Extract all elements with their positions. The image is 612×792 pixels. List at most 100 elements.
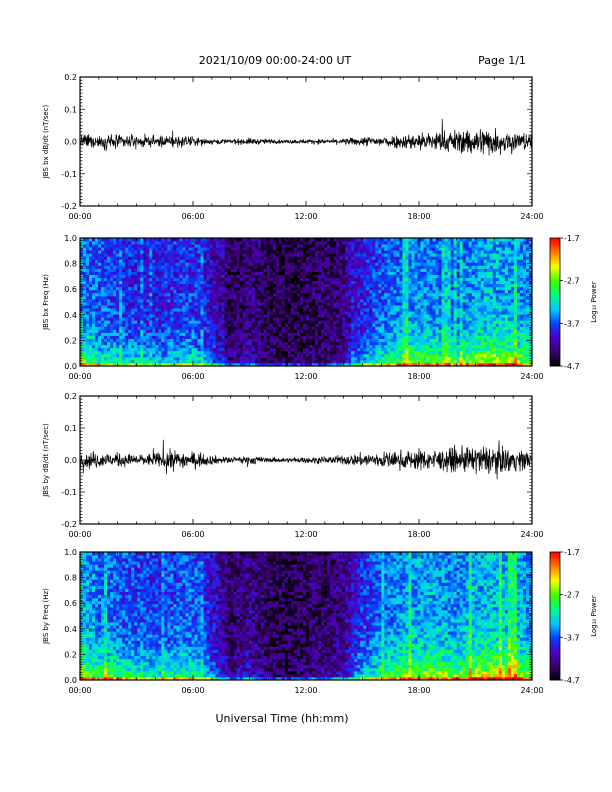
spectrogram-cell — [107, 305, 111, 309]
spectrogram-cell — [92, 262, 96, 266]
spectrogram-cell — [140, 344, 144, 349]
spectrogram-cell — [390, 353, 394, 358]
spectrogram-cell — [257, 353, 262, 358]
spectrogram-cell — [233, 256, 238, 260]
spectrogram-cell — [402, 359, 406, 364]
spectrogram-cell — [266, 250, 271, 254]
spectrogram-cell — [140, 305, 144, 309]
spectrogram-cell — [191, 308, 195, 312]
spectrogram-cell — [83, 265, 87, 269]
spectrogram-cell — [221, 329, 226, 333]
spectrogram-cell — [336, 256, 340, 260]
spectrogram-cell — [284, 335, 289, 339]
spectrogram-cell — [233, 332, 238, 336]
spectrogram-cell — [257, 283, 262, 288]
spectrogram-cell — [137, 247, 141, 251]
spectrogram-cell — [369, 286, 373, 291]
spectrogram-cell — [134, 238, 138, 242]
spectrogram-cell — [275, 289, 280, 294]
spectrogram-cell — [194, 335, 198, 339]
spectrogram-cell — [191, 326, 195, 330]
spectrogram-cell — [83, 335, 87, 339]
spectrogram-cell — [194, 317, 198, 321]
spectrogram-cell — [113, 332, 117, 336]
spectrogram-cell — [414, 302, 418, 306]
spectrogram-cell — [80, 262, 84, 266]
spectrogram-cell — [197, 344, 201, 349]
spectrogram-cell — [393, 277, 397, 282]
spectrogram-cell — [155, 268, 159, 272]
spectrogram-cell — [257, 332, 262, 336]
spectrogram-cell — [393, 286, 397, 291]
spectrogram-cell — [396, 295, 400, 300]
spectrogram-cell — [224, 262, 229, 266]
spectrogram-cell — [227, 329, 232, 333]
spectrogram-cell — [176, 250, 180, 254]
spectrogram-cell — [218, 344, 223, 349]
spectrogram-cell — [191, 329, 195, 333]
spectrogram-cell — [122, 280, 126, 285]
spectrogram-cell — [236, 283, 241, 288]
spectrogram-cell — [203, 356, 207, 361]
spectrogram-cell — [390, 332, 394, 336]
spectrogram-cell — [354, 338, 358, 343]
spectrogram-cell — [176, 326, 180, 330]
spectrogram-cell — [125, 317, 129, 321]
spectrogram-cell — [306, 320, 310, 324]
spectrogram-cell — [107, 268, 111, 272]
spectrogram-cell — [95, 241, 99, 245]
spectrogram-cell — [86, 344, 90, 349]
spectrogram-cell — [191, 262, 195, 266]
spectrogram-cell — [390, 280, 394, 285]
spectrogram-cell — [104, 247, 108, 251]
spectrogram-cell — [245, 292, 250, 297]
spectrogram-cell — [161, 323, 165, 327]
spectrogram-cell — [263, 305, 268, 309]
spectrogram-cell — [194, 253, 198, 257]
spectrogram-cell — [98, 271, 102, 275]
spectrogram-cell — [257, 317, 262, 321]
spectrogram-cell — [405, 295, 409, 300]
spectrogram-cell — [354, 247, 358, 251]
spectrogram-cell — [375, 335, 379, 339]
spectrogram-cell — [363, 238, 367, 242]
spectrogram-cell — [387, 302, 391, 306]
spectrogram-cell — [149, 277, 153, 282]
spectrogram-cell — [257, 335, 262, 339]
spectrogram-cell — [357, 356, 361, 361]
spectrogram-cell — [420, 353, 424, 358]
spectrogram-cell — [197, 262, 201, 266]
spectrogram-cell — [92, 244, 96, 248]
spectrogram-cell — [375, 298, 379, 303]
spectrogram-cell — [254, 311, 259, 315]
spectrogram-cell — [119, 308, 123, 312]
spectrogram-cell — [110, 302, 114, 306]
spectrogram-cell — [405, 323, 409, 327]
spectrogram-cell — [309, 253, 313, 257]
spectrogram-cell — [134, 326, 138, 330]
spectrogram-cell — [137, 274, 141, 279]
spectrogram-cell — [89, 320, 93, 324]
spectrogram-cell — [98, 353, 102, 358]
spectrogram-cell — [257, 295, 262, 300]
spectrogram-cell — [233, 350, 238, 355]
spectrogram-cell — [131, 335, 135, 339]
spectrogram-cell — [366, 241, 370, 245]
spectrogram-cell — [104, 277, 108, 282]
spectrogram-cell — [321, 247, 325, 251]
spectrogram-cell — [182, 259, 186, 263]
spectrogram-cell — [128, 238, 132, 242]
spectrogram-cell — [152, 359, 156, 364]
spectrogram-cell — [318, 274, 322, 279]
spectrogram-cell — [312, 341, 316, 346]
spectrogram-cell — [360, 253, 364, 257]
spectrogram-cell — [92, 323, 96, 327]
spectrogram-cell — [131, 253, 135, 257]
spectrogram-cell — [116, 344, 120, 349]
spectrogram-cell — [245, 341, 250, 346]
spectrogram-cell — [173, 335, 177, 339]
spectrogram-cell — [372, 241, 376, 245]
spectrogram-cell — [263, 359, 268, 364]
spectrogram-cell — [420, 323, 424, 327]
spectrogram-cell — [254, 247, 259, 251]
